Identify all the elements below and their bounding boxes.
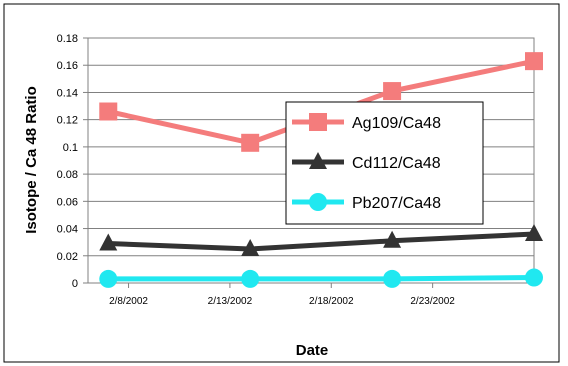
data-point: [99, 102, 118, 121]
series-line: [108, 275, 535, 282]
data-point: [99, 269, 118, 288]
data-point: [383, 230, 402, 248]
y-tick-label: 0.16: [57, 60, 78, 72]
data-point: [383, 269, 402, 288]
data-point: [525, 52, 543, 71]
data-point: [241, 269, 260, 288]
data-point: [99, 233, 118, 251]
y-tick-label: 0.02: [57, 251, 78, 263]
legend-marker: [309, 113, 327, 131]
y-tick-label: 0.08: [57, 169, 78, 181]
legend-item: Cd112/Ca48: [292, 152, 441, 172]
legend: Ag109/Ca48 Cd112/Ca48 Pb207/Ca48: [285, 101, 484, 225]
legend-label: Ag109/Ca48: [352, 115, 441, 132]
y-tick-label: 0.1: [63, 142, 78, 154]
y-axis-title: Isotope / Ca 48 Ratio: [23, 86, 40, 234]
data-point: [241, 238, 260, 256]
y-tick-label: 0.14: [57, 87, 78, 99]
legend-marker: [309, 193, 327, 211]
legend-label: Pb207/Ca48: [352, 195, 441, 212]
series-line: [108, 231, 535, 252]
x-tick-label: 2/18/2002: [309, 296, 354, 307]
legend-item: Pb207/Ca48: [292, 193, 441, 212]
y-tick-label: 0.06: [57, 196, 78, 208]
x-axis-title: Date: [296, 342, 329, 359]
y-tick-label: 0: [72, 278, 78, 290]
data-point: [525, 268, 543, 287]
x-tick-label: 2/8/2002: [109, 296, 148, 307]
y-tick-label: 0.12: [57, 115, 78, 127]
plot-area: [87, 37, 535, 284]
x-axis: 2/8/2002 2/13/2002 2/18/2002 2/23/2002: [109, 283, 455, 307]
legend-marker: [309, 152, 327, 169]
series-pb207-ca48: [99, 268, 543, 288]
x-tick-label: 2/23/2002: [410, 296, 455, 307]
x-tick-label: 2/13/2002: [208, 296, 253, 307]
legend-label: Cd112/Ca48: [352, 155, 441, 172]
legend-item: Ag109/Ca48: [292, 113, 441, 132]
y-tick-label: 0.04: [57, 224, 78, 236]
data-point: [241, 133, 260, 152]
y-axis: 0 0.02 0.04 0.06 0.08 0.1 0.12 0.14 0.16 0.18: [57, 33, 88, 290]
series-cd112-ca48: [99, 224, 543, 256]
y-tick-label: 0.18: [57, 33, 78, 45]
data-point: [383, 82, 402, 101]
data-point: [525, 224, 543, 241]
